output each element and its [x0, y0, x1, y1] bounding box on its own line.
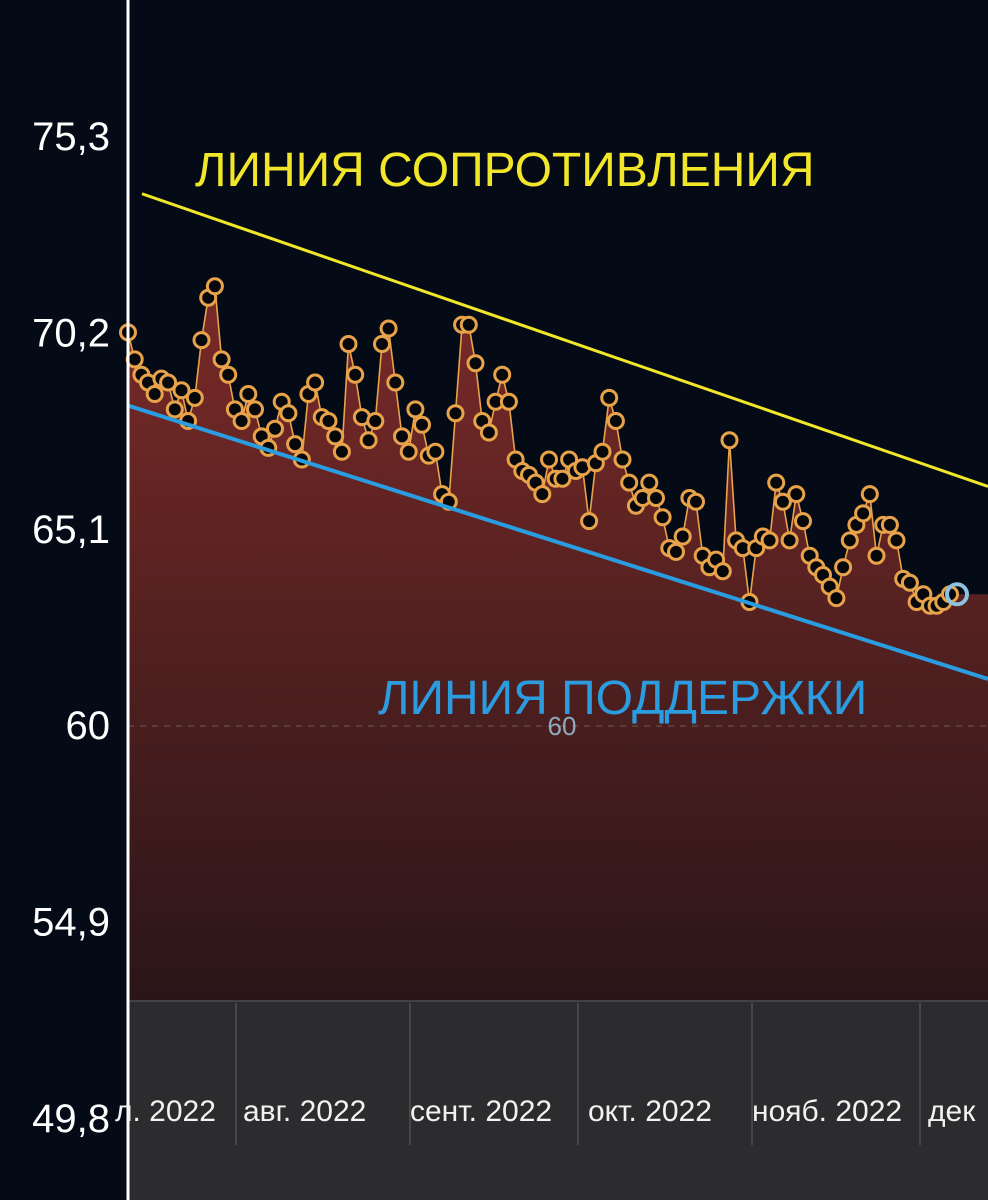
x-tick-label: дек: [928, 1095, 976, 1128]
data-point: [339, 335, 358, 353]
support-line: [127, 403, 988, 681]
data-point: [580, 512, 599, 531]
data-point: [713, 562, 732, 581]
data-point: [773, 492, 792, 511]
data-point: [640, 473, 659, 492]
data-point: [760, 531, 779, 550]
data-point: [880, 515, 899, 534]
data-point: [613, 450, 632, 469]
data-point: [827, 589, 846, 608]
data-point: [900, 573, 919, 592]
data-point: [399, 442, 418, 461]
data-point: [212, 350, 231, 369]
data-point: [834, 558, 853, 577]
data-point: [192, 331, 211, 350]
x-tick-label: авг. 2022: [243, 1095, 366, 1128]
data-point: [406, 400, 425, 419]
x-tick-label: нояб. 2022: [752, 1095, 902, 1128]
support-label: ЛИНИЯ ПОДДЕРЖКИ: [378, 672, 867, 725]
resistance-label: ЛИНИЯ СОПРОТИВЛЕНИЯ: [195, 144, 815, 197]
x-tick-label: сент. 2022: [410, 1095, 552, 1128]
data-point: [232, 412, 251, 430]
data-point: [647, 489, 665, 507]
data-point: [479, 423, 498, 442]
y-tick-label: 54,9: [32, 901, 110, 945]
reference-line-label: 60: [548, 711, 577, 741]
data-point: [867, 546, 886, 565]
data-point: [413, 415, 431, 434]
data-point: [446, 404, 465, 423]
x-tick-label: л. 2022: [115, 1095, 216, 1128]
data-point: [185, 388, 204, 407]
data-point: [840, 531, 859, 550]
data-point: [787, 485, 806, 504]
y-tick-label: 70,2: [32, 311, 110, 355]
data-point: [172, 381, 191, 400]
data-point: [373, 335, 391, 353]
data-point: [306, 373, 325, 392]
data-point: [332, 442, 351, 461]
data-point: [593, 442, 612, 461]
data-point: [239, 385, 258, 403]
data-point: [466, 354, 485, 373]
data-point: [386, 373, 405, 392]
y-tick-label: 60: [66, 704, 111, 748]
x-tick-label: окт. 2022: [588, 1095, 712, 1128]
data-point: [346, 365, 365, 384]
resistance-line: [141, 192, 988, 488]
data-point: [326, 427, 345, 446]
x-axis-band: [128, 1000, 988, 1200]
y-tick-label: 75,3: [32, 115, 110, 159]
data-point: [246, 400, 264, 419]
data-point: [279, 404, 298, 423]
data-point: [620, 473, 639, 492]
data-point: [379, 319, 398, 338]
data-point: [499, 392, 518, 411]
data-point: [205, 277, 224, 296]
data-point: [780, 531, 799, 550]
last-value-marker: [945, 582, 969, 607]
data-point: [165, 400, 184, 419]
data-point: [219, 365, 238, 384]
y-tick-label: 49,8: [32, 1097, 110, 1141]
data-point: [606, 412, 625, 430]
data-point: [145, 385, 164, 403]
data-point: [887, 531, 906, 550]
price-area-fill: [128, 286, 988, 1000]
data-point: [553, 469, 572, 488]
data-point: [600, 388, 619, 407]
data-point: [366, 412, 385, 430]
data-point: [673, 527, 692, 546]
data-point: [159, 373, 178, 392]
data-point: [426, 442, 445, 461]
data-point: [393, 427, 411, 446]
data-point: [653, 508, 672, 527]
data-point: [359, 431, 378, 450]
data-point: [767, 473, 786, 492]
data-point: [286, 435, 305, 454]
data-point: [533, 485, 552, 504]
data-point: [493, 365, 512, 384]
data-point: [319, 412, 338, 430]
data-point: [720, 431, 739, 450]
data-point: [860, 485, 879, 504]
y-tick-label: 65,1: [32, 508, 110, 552]
data-point: [667, 542, 685, 561]
data-point: [794, 512, 812, 531]
data-point: [540, 450, 558, 469]
data-point: [687, 492, 705, 511]
data-point: [459, 315, 478, 334]
data-point: [854, 504, 873, 523]
data-point: [266, 419, 284, 438]
